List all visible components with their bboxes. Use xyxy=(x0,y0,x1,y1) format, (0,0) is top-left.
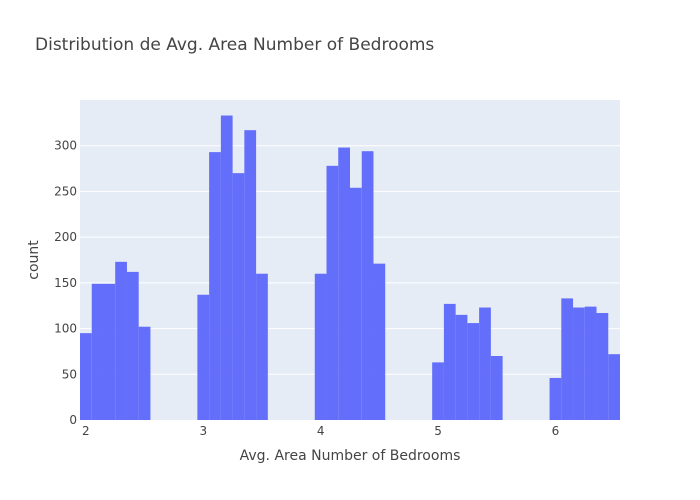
x-axis-label: Avg. Area Number of Bedrooms xyxy=(240,448,461,464)
y-tick-label: 300 xyxy=(54,139,77,153)
histogram-bar xyxy=(326,165,339,420)
histogram-bar xyxy=(573,307,585,420)
x-tick-label: 3 xyxy=(199,424,207,438)
histogram-bar xyxy=(209,152,221,420)
histogram-bar xyxy=(80,333,92,420)
histogram-bar xyxy=(103,283,116,420)
y-tick-label: 250 xyxy=(54,184,77,198)
histogram-bar xyxy=(244,130,257,420)
y-tick-label: 150 xyxy=(54,276,77,290)
histogram-bar xyxy=(455,314,468,420)
histogram-bar xyxy=(232,173,245,420)
histogram-bar xyxy=(443,303,456,420)
x-tick-label: 6 xyxy=(552,424,560,438)
y-axis-label: count xyxy=(26,240,42,280)
histogram-bar xyxy=(361,151,374,420)
x-tick-labels: 2 3 4 5 6 xyxy=(82,424,559,438)
y-tick-label: 50 xyxy=(62,367,77,381)
y-tick-labels: 0 50 100 150 200 250 300 xyxy=(54,139,77,427)
bars xyxy=(80,115,620,421)
histogram-bar xyxy=(115,261,127,420)
y-tick-label: 100 xyxy=(54,322,77,336)
histogram-bar xyxy=(126,271,139,420)
histogram-bar xyxy=(479,307,491,420)
x-tick-label: 4 xyxy=(317,424,325,438)
histogram-bar xyxy=(608,354,620,420)
histogram-bar xyxy=(138,326,151,420)
histogram-bar xyxy=(490,356,503,420)
chart-title: Distribution de Avg. Area Number of Bedr… xyxy=(35,35,434,55)
histogram-bar xyxy=(561,298,574,420)
histogram-bar xyxy=(432,362,444,420)
histogram-bar xyxy=(373,263,386,420)
histogram-bar xyxy=(584,306,597,420)
x-tick-label: 5 xyxy=(434,424,442,438)
x-tick-label: 2 xyxy=(82,424,90,438)
histogram-bar xyxy=(197,294,210,420)
histogram-bar xyxy=(549,377,562,420)
histogram-bar xyxy=(350,187,362,420)
histogram-bar xyxy=(220,115,233,421)
y-tick-label: 200 xyxy=(54,230,77,244)
histogram-bar xyxy=(338,147,350,421)
histogram-bar xyxy=(596,313,609,420)
histogram-bar xyxy=(256,273,268,420)
y-tick-label: 0 xyxy=(69,413,77,427)
histogram-bar xyxy=(314,273,327,420)
histogram-bar xyxy=(91,283,104,420)
histogram-bar xyxy=(467,323,480,420)
